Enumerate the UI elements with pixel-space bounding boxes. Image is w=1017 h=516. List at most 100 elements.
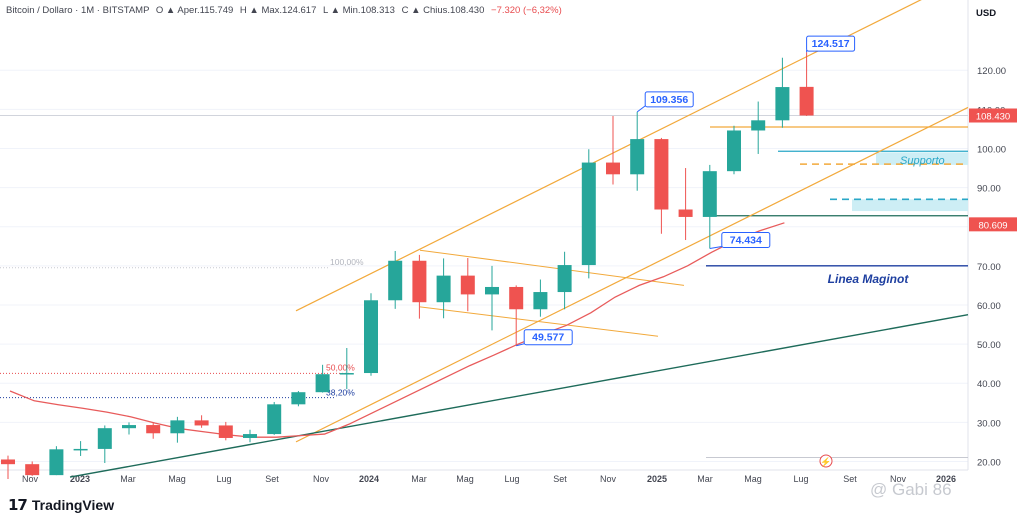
ma-price-tag <box>969 217 1017 232</box>
fib-label-50: 50,00% <box>326 362 355 372</box>
close-value: C ▲ Chius.108.430 <box>401 5 485 16</box>
candle-body <box>218 425 233 438</box>
candle-body <box>533 292 548 310</box>
candle-body <box>606 162 620 175</box>
callout-49577-box <box>523 329 573 346</box>
callout-49577-pointer <box>516 343 525 347</box>
maginot-label: Linea Maginot <box>828 272 910 286</box>
x-tick-label: Nov <box>600 474 617 484</box>
open-value: O ▲ Aper.115.749 <box>155 5 234 16</box>
symbol-name[interactable]: Bitcoin / Dollaro · 1M · BITSTAMP <box>6 5 150 16</box>
flag-upper <box>419 249 685 286</box>
author-watermark: @ Gabi 86 <box>870 480 952 499</box>
candle-body <box>243 434 257 438</box>
x-tick-label: Mag <box>744 474 762 484</box>
candle-body <box>509 286 524 310</box>
candle-body <box>315 374 330 393</box>
event-marker-icon <box>819 454 833 468</box>
candle-body <box>412 260 427 303</box>
x-tick-label: Set <box>843 474 857 484</box>
candle-body <box>630 139 645 175</box>
x-tick-label: Set <box>553 474 567 484</box>
last-price-tag <box>969 108 1017 123</box>
candle-body <box>436 275 451 303</box>
x-tick-label: 2026 <box>936 474 956 484</box>
change-value: −7.320 (−6,32%) <box>491 5 562 16</box>
support-zone-lower <box>852 199 968 212</box>
tradingview-logo[interactable]: 𝟭𝟳 TradingView <box>8 496 114 514</box>
x-tick-label: Set <box>265 474 279 484</box>
low-value: L ▲ Min.108.313 <box>323 5 395 16</box>
y-tick-label: 60.00 <box>977 301 1001 312</box>
y-tick-label: 90.00 <box>977 184 1001 195</box>
candle-body <box>727 130 741 172</box>
candle-body <box>654 139 669 210</box>
callout-74434-box <box>721 231 771 248</box>
candle-body <box>170 420 185 434</box>
x-tick-label: Mag <box>168 474 186 484</box>
x-tick-label: 2023 <box>70 474 90 484</box>
channel-lower <box>295 106 969 443</box>
event-marker-glyph: ⚡ <box>820 456 831 468</box>
candle-body <box>364 300 378 374</box>
x-tick-label: 2024 <box>359 474 379 484</box>
candle-body <box>194 420 209 426</box>
candle-body <box>485 286 499 295</box>
x-tick-label: Nov <box>313 474 330 484</box>
callout-109356-box <box>644 91 694 108</box>
candle-body <box>1 459 15 465</box>
callout-74434-pointer <box>709 246 722 249</box>
tradingview-logo-text: TradingView <box>31 497 115 513</box>
candle-body <box>460 275 475 295</box>
x-tick-label: 2025 <box>647 474 667 484</box>
x-tick-label: Mar <box>411 474 427 484</box>
callout-109356-pointer <box>636 105 646 113</box>
candle-body <box>702 171 717 217</box>
candle-body <box>339 373 354 375</box>
candle-body <box>678 209 693 217</box>
fib-label-38: 38,20% <box>326 388 355 398</box>
x-tick-label: Lug <box>216 474 231 484</box>
x-tick-label: Mag <box>456 474 474 484</box>
y-tick-label: 20.00 <box>977 457 1001 468</box>
candle-body <box>73 448 88 451</box>
currency-label: USD <box>976 8 996 19</box>
high-callout-124517-text: 124.517 <box>812 38 850 50</box>
callout-109356-text: 109.356 <box>650 94 688 106</box>
high-value: H ▲ Max.124.617 <box>239 5 317 16</box>
y-tick-label: 120.00 <box>977 66 1006 77</box>
candle-body <box>291 392 306 405</box>
x-tick-label: Mar <box>697 474 713 484</box>
candle-body <box>581 162 596 266</box>
flag-lower <box>419 306 659 337</box>
symbol-header: Bitcoin / Dollaro · 1M · BITSTAMP O ▲ Ap… <box>6 5 562 16</box>
long-trendline <box>69 314 969 478</box>
callout-74434-text: 74.434 <box>730 234 762 246</box>
support-zone-upper <box>876 152 968 165</box>
x-tick-label: Mar <box>120 474 136 484</box>
candle-body <box>775 87 790 121</box>
support-label: Supporto <box>900 155 945 167</box>
candle-body <box>557 265 572 293</box>
y-tick-label: 30.00 <box>977 418 1001 429</box>
candle-body <box>267 404 282 435</box>
candle-body <box>49 449 64 476</box>
y-tick-label: 50.00 <box>977 340 1001 351</box>
y-tick-label: 70.00 <box>977 262 1001 273</box>
fib-label-100: 100,00% <box>330 257 364 267</box>
candle-body <box>799 86 814 116</box>
x-tick-label: Nov <box>890 474 907 484</box>
x-tick-label: Nov <box>22 474 39 484</box>
callout-49577-text: 49.577 <box>532 332 564 344</box>
moving-average-line <box>9 222 785 438</box>
candle-body <box>751 120 766 131</box>
candle-body <box>25 464 40 476</box>
tradingview-logo-icon: 𝟭𝟳 <box>8 497 28 514</box>
y-tick-label: 40.00 <box>977 379 1001 390</box>
candle-body <box>97 428 112 449</box>
last-price-tag-text: 108.430 <box>976 112 1010 123</box>
x-tick-label: Lug <box>793 474 808 484</box>
candle-body <box>388 260 403 301</box>
